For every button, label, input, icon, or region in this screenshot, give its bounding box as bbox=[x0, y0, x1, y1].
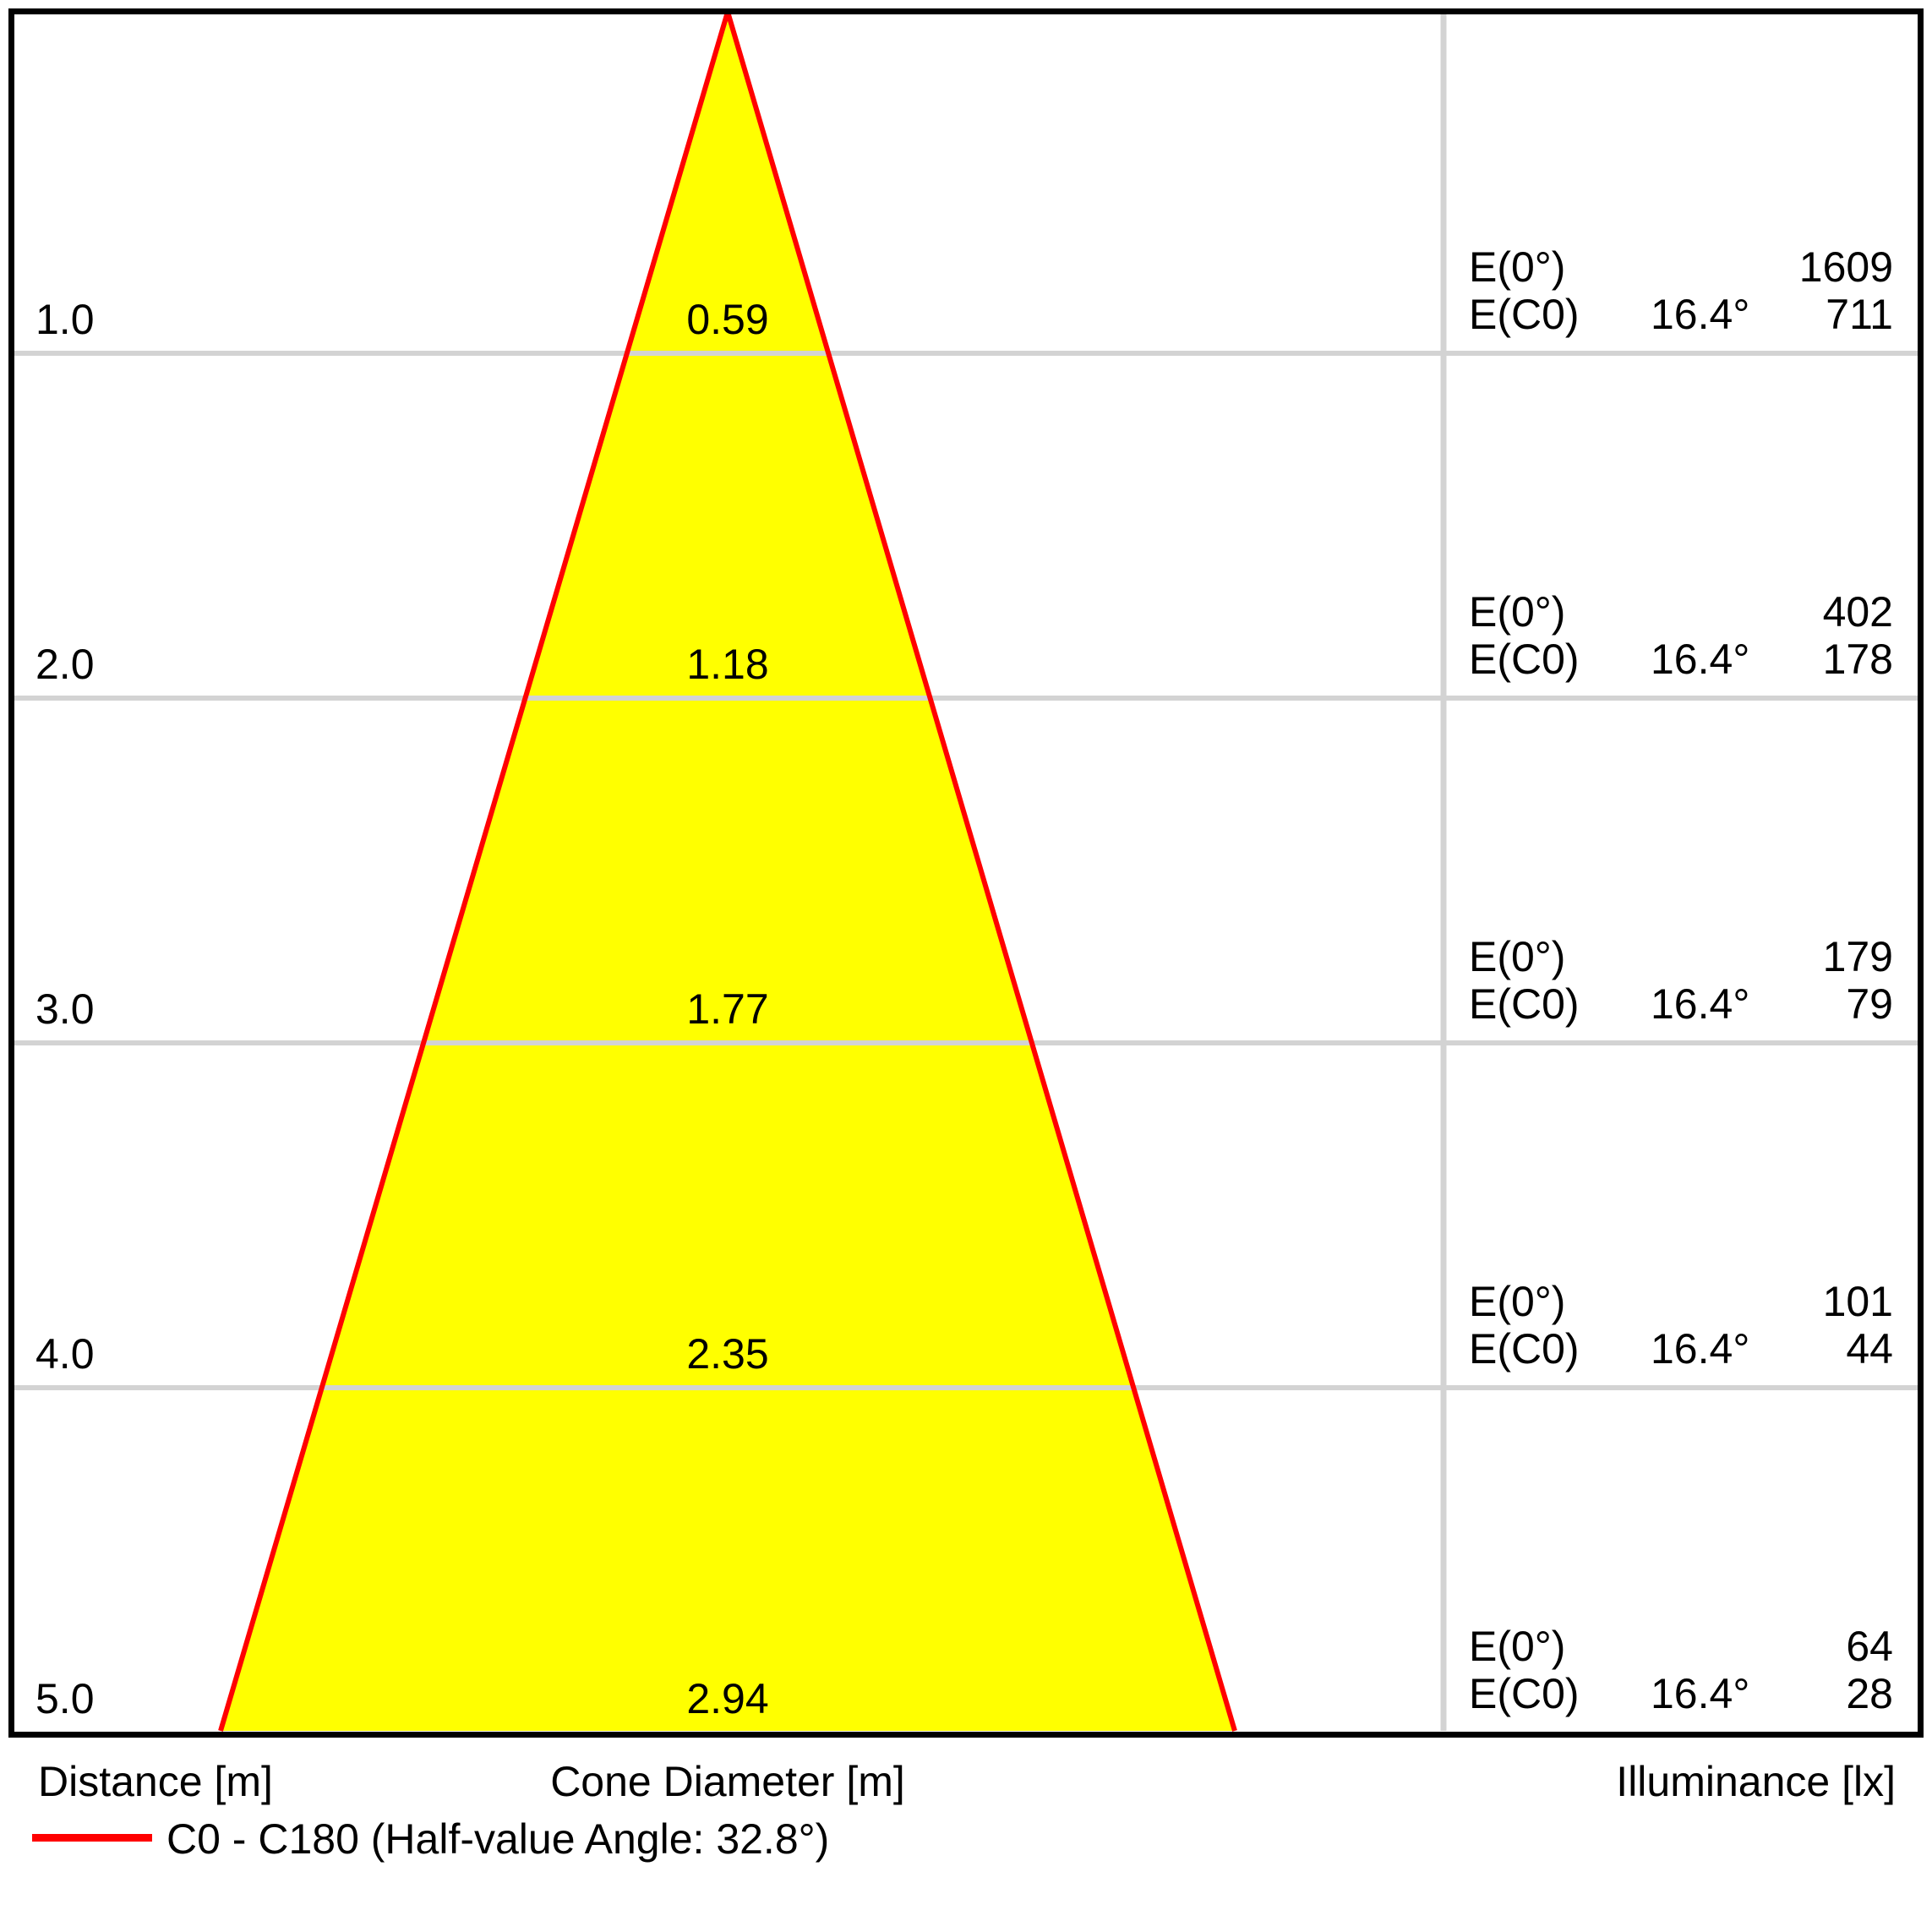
e0-value: 179 bbox=[1822, 933, 1893, 980]
distance-label: 2.0 bbox=[35, 641, 95, 688]
distance-label: 1.0 bbox=[35, 296, 95, 343]
e0-row: E(0°) 179 bbox=[1469, 933, 1893, 980]
ec0-label: E(C0) bbox=[1469, 291, 1580, 338]
distance-label: 5.0 bbox=[35, 1675, 95, 1722]
ec0-label: E(C0) bbox=[1469, 636, 1580, 683]
ec0-row: E(C0) 16.4° 28 bbox=[1469, 1670, 1893, 1717]
cone-diameter-label: 1.18 bbox=[686, 641, 769, 688]
distance-axis-title: Distance [m] bbox=[38, 1758, 273, 1805]
ec0-label: E(C0) bbox=[1469, 1670, 1580, 1717]
ec0-value: 178 bbox=[1822, 636, 1893, 683]
legend-line-swatch bbox=[32, 1834, 152, 1842]
cone-edge-line-left bbox=[218, 11, 730, 1732]
half-angle-value: 16.4° bbox=[1651, 980, 1750, 1028]
ec0-row: E(C0) 16.4° 711 bbox=[1469, 291, 1893, 338]
e0-row: E(0°) 402 bbox=[1469, 588, 1893, 636]
e0-label: E(0°) bbox=[1469, 588, 1566, 636]
half-angle-value: 16.4° bbox=[1651, 1670, 1750, 1717]
e0-row: E(0°) 101 bbox=[1469, 1278, 1893, 1325]
e0-value: 64 bbox=[1846, 1623, 1893, 1670]
illuminance-block: E(0°) 101 E(C0) 16.4° 44 bbox=[1469, 1278, 1893, 1373]
e0-label: E(0°) bbox=[1469, 1623, 1566, 1670]
distance-label: 4.0 bbox=[35, 1330, 95, 1378]
ec0-value: 44 bbox=[1846, 1325, 1893, 1373]
e0-label: E(0°) bbox=[1469, 933, 1566, 980]
cone-edge-line-right bbox=[725, 11, 1237, 1732]
ec0-label: E(C0) bbox=[1469, 980, 1580, 1028]
illuminance-axis-title: Illuminance [lx] bbox=[1616, 1758, 1896, 1805]
light-cone-shape bbox=[221, 12, 1235, 1731]
illuminance-block: E(0°) 1609 E(C0) 16.4° 711 bbox=[1469, 243, 1893, 338]
cone-diameter-label: 2.35 bbox=[686, 1330, 769, 1378]
e0-label: E(0°) bbox=[1469, 243, 1566, 291]
half-angle-value: 16.4° bbox=[1651, 1325, 1750, 1373]
illuminance-block: E(0°) 402 E(C0) 16.4° 178 bbox=[1469, 588, 1893, 683]
e0-row: E(0°) 1609 bbox=[1469, 243, 1893, 291]
cone-diameter-axis-title: Cone Diameter [m] bbox=[550, 1758, 905, 1805]
e0-value: 402 bbox=[1822, 588, 1893, 636]
e0-value: 101 bbox=[1822, 1278, 1893, 1325]
ec0-value: 711 bbox=[1826, 291, 1893, 338]
ec0-row: E(C0) 16.4° 178 bbox=[1469, 636, 1893, 683]
illuminance-block: E(0°) 179 E(C0) 16.4° 79 bbox=[1469, 933, 1893, 1028]
ec0-row: E(C0) 16.4° 79 bbox=[1469, 980, 1893, 1028]
cone-diameter-label: 0.59 bbox=[686, 296, 769, 343]
ec0-row: E(C0) 16.4° 44 bbox=[1469, 1325, 1893, 1373]
legend-label: C0 - C180 (Half-value Angle: 32.8°) bbox=[166, 1815, 830, 1863]
e0-label: E(0°) bbox=[1469, 1278, 1566, 1325]
half-angle-value: 16.4° bbox=[1651, 291, 1750, 338]
half-angle-value: 16.4° bbox=[1651, 636, 1750, 683]
ec0-value: 28 bbox=[1846, 1670, 1893, 1717]
cone-diameter-label: 2.94 bbox=[686, 1675, 769, 1722]
ec0-value: 79 bbox=[1846, 980, 1893, 1028]
distance-label: 3.0 bbox=[35, 985, 95, 1033]
cone-diameter-label: 1.77 bbox=[686, 985, 769, 1033]
illuminance-block: E(0°) 64 E(C0) 16.4° 28 bbox=[1469, 1623, 1893, 1717]
e0-value: 1609 bbox=[1798, 243, 1893, 291]
ec0-label: E(C0) bbox=[1469, 1325, 1580, 1373]
e0-row: E(0°) 64 bbox=[1469, 1623, 1893, 1670]
